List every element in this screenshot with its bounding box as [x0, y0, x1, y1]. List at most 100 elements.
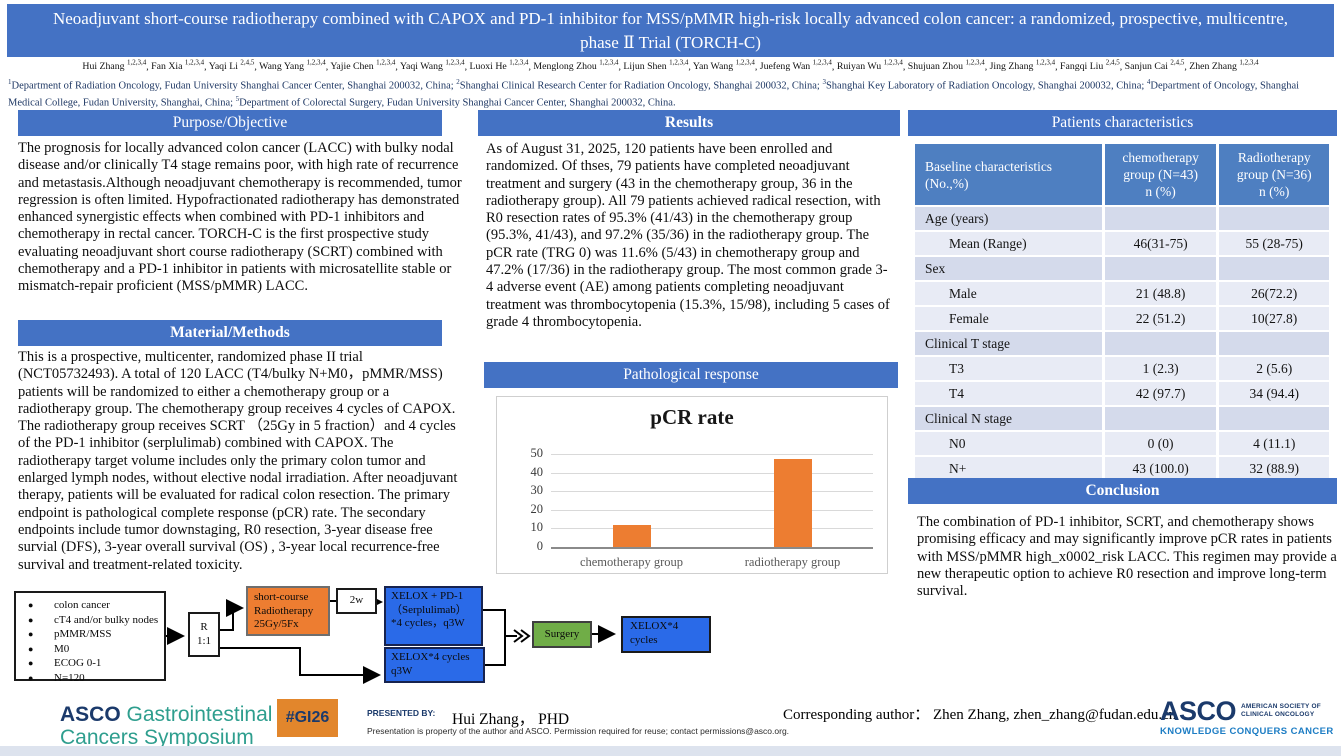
- table-row: T3 1 (2.3) 2 (5.6): [915, 357, 1329, 380]
- table-cell: 0 (0): [1104, 432, 1217, 455]
- symposium-line1: Gastrointestinal: [126, 703, 273, 726]
- author-list: Hui Zhang 1,2,3,4, Fan Xia 1,2,3,4, Yaqi…: [82, 59, 1259, 73]
- conclusion-heading: Conclusion: [908, 478, 1337, 504]
- author: Menglong Zhou 1,2,3,4: [533, 59, 619, 73]
- table-cell: T3: [915, 357, 1102, 380]
- table-row: Clinical T stage: [915, 332, 1329, 355]
- chart-category-label: radiotherapy group: [744, 555, 841, 569]
- eligibility-item: ● M0: [28, 642, 70, 655]
- table-cell: Mean (Range): [915, 232, 1102, 255]
- table-cell: 1 (2.3): [1104, 357, 1217, 380]
- table-cell: [1104, 407, 1217, 430]
- table-cell: [1219, 207, 1329, 230]
- presented-by-label: PRESENTED BY:: [367, 708, 436, 718]
- table-cell: 42 (97.7): [1104, 382, 1217, 405]
- author: Wang Yang 1,2,3,4: [259, 59, 326, 73]
- table-cell: Female: [915, 307, 1102, 330]
- chart-ytick-label: 40: [530, 464, 544, 479]
- table-row: T4 42 (97.7) 34 (94.4): [915, 382, 1329, 405]
- chart-title: pCR rate: [650, 405, 734, 429]
- table-cell: [1104, 257, 1217, 280]
- table-row: Sex: [915, 257, 1329, 280]
- methods-heading: Material/Methods: [18, 320, 442, 346]
- table-cell: 46(31-75): [1104, 232, 1217, 255]
- adjuvant-xelox-box: XELOX*4 cycles: [621, 616, 711, 653]
- table-cell: 55 (28-75): [1219, 232, 1329, 255]
- table-cell: 26(72.2): [1219, 282, 1329, 305]
- asco-logo-text: ASCO: [1160, 696, 1237, 726]
- chart-gridline: [551, 472, 873, 474]
- table-header-cell: Baseline characteristics (No.,%): [915, 144, 1102, 205]
- eligibility-item: ● pMMR/MSS: [28, 628, 112, 641]
- author: Yan Wang 1,2,3,4: [692, 59, 755, 73]
- table-cell: 34 (94.4): [1219, 382, 1329, 405]
- pcr-rate-bar-chart: pCR rate 0 10 20 30 40 50 chemotherapy group ra…: [496, 396, 888, 574]
- table-cell: 4 (11.1): [1219, 432, 1329, 455]
- table-cell: 10(27.8): [1219, 307, 1329, 330]
- asco-brand-text: ASCO: [60, 703, 121, 726]
- xelox-pd1-arm-box: XELOX + PD-1 （Serplulimab） *4 cycles，q3W: [384, 586, 483, 646]
- author: Fan Xia 1,2,3,4: [151, 59, 205, 73]
- table-cell: 21 (48.8): [1104, 282, 1217, 305]
- presenter-name: Hui Zhang， PHD: [452, 711, 570, 728]
- table-row: Mean (Range) 46(31-75) 55 (28-75): [915, 232, 1329, 255]
- author: Lijun Shen 1,2,3,4: [623, 59, 689, 73]
- author: Yaqi Li 2,4,5: [208, 59, 255, 73]
- author: Yaqi Wang 1,2,3,4: [399, 59, 465, 73]
- author: Juefeng Wan 1,2,3,4: [759, 59, 832, 73]
- eligibility-item: ● cT4 and/or bulky nodes: [28, 613, 159, 626]
- randomization-box: R 1:1: [188, 612, 220, 657]
- results-heading: Results: [478, 110, 900, 136]
- table-header-cell: chemotherapy group (N=43) n (%): [1104, 144, 1217, 205]
- patients-characteristics-table: Baseline characteristics (No.,%) chemothe…: [912, 142, 1332, 485]
- author: Jing Zhang 1,2,3,4: [989, 59, 1056, 73]
- asco-society-text: AMERICAN SOCIETY OF CLINICAL ONCOLOGY: [1241, 703, 1321, 718]
- table-row: N+ 43 (100.0) 32 (88.9): [915, 457, 1329, 480]
- chart-ytick-label: 30: [530, 483, 544, 498]
- table-cell: 2 (5.6): [1219, 357, 1329, 380]
- author: Shujuan Zhou 1,2,3,4: [907, 59, 985, 73]
- chart-gridline: [551, 454, 873, 455]
- table-cell: T4: [915, 382, 1102, 405]
- table-cell: Sex: [915, 257, 1102, 280]
- purpose-heading: Purpose/Objective: [18, 110, 442, 136]
- author: Ruiyan Wu 1,2,3,4: [836, 59, 903, 73]
- chart-ytick-label: 50: [530, 446, 544, 460]
- table-cell: 32 (88.9): [1219, 457, 1329, 480]
- chart-gridline: [551, 491, 873, 493]
- bottom-strip: [0, 746, 1341, 756]
- permission-note: Presentation is property of the author a…: [367, 726, 790, 736]
- author: Zhen Zhang 1,2,3,4: [1189, 59, 1259, 73]
- chart-ytick-label: 10: [530, 520, 544, 535]
- pathological-response-heading: Pathological response: [484, 362, 898, 388]
- author: Yajie Chen 1,2,3,4: [330, 59, 396, 73]
- hashtag-badge: #GI26: [277, 699, 338, 737]
- symposium-line2: Cancers Symposium: [60, 726, 254, 749]
- table-row: N0 0 (0) 4 (11.1): [915, 432, 1329, 455]
- table-cell: [1104, 332, 1217, 355]
- author: Fangqi Liu 2,4,5: [1060, 59, 1120, 73]
- table-header-cell: Radiotherapy group (N=36) n (%): [1219, 144, 1329, 205]
- affiliation-list: 1Department of Radiation Oncology, Fudan…: [8, 78, 1300, 108]
- chart-bar: [612, 525, 651, 547]
- short-course-radiotherapy-box: short-course Radiotherapy 25Gy/5Fx: [246, 586, 330, 636]
- eligibility-item: ● colon cancer: [28, 599, 110, 611]
- chart-bar: [773, 459, 812, 547]
- poster-title: Neoadjuvant short-course radiotherapy co…: [52, 8, 1289, 52]
- asco-tagline: KNOWLEDGE CONQUERS CANCER: [1160, 726, 1334, 737]
- table-row: Male 21 (48.8) 26(72.2): [915, 282, 1329, 305]
- author: Hui Zhang 1,2,3,4: [82, 59, 147, 73]
- table-cell: Male: [915, 282, 1102, 305]
- footer: ASCO Gastrointestinal Cancers Symposium …: [0, 695, 1341, 750]
- results-body: As of August 31, 2025, 120 patients have…: [486, 141, 890, 330]
- table-cell: N0: [915, 432, 1102, 455]
- eligibility-item: ● ECOG 0-1: [28, 657, 102, 670]
- poster-title-bar: Neoadjuvant short-course radiotherapy co…: [7, 4, 1334, 57]
- author: Sanjun Cai 2,4,5: [1124, 59, 1185, 73]
- methods-body: This is a prospective, multicenter, rand…: [18, 349, 458, 573]
- table-cell: Clinical T stage: [915, 332, 1102, 355]
- corresponding-author: Corresponding author： Zhen Zhang, zhen_z…: [783, 707, 1177, 723]
- chart-ytick-label: 20: [530, 501, 544, 516]
- table-cell: [1219, 332, 1329, 355]
